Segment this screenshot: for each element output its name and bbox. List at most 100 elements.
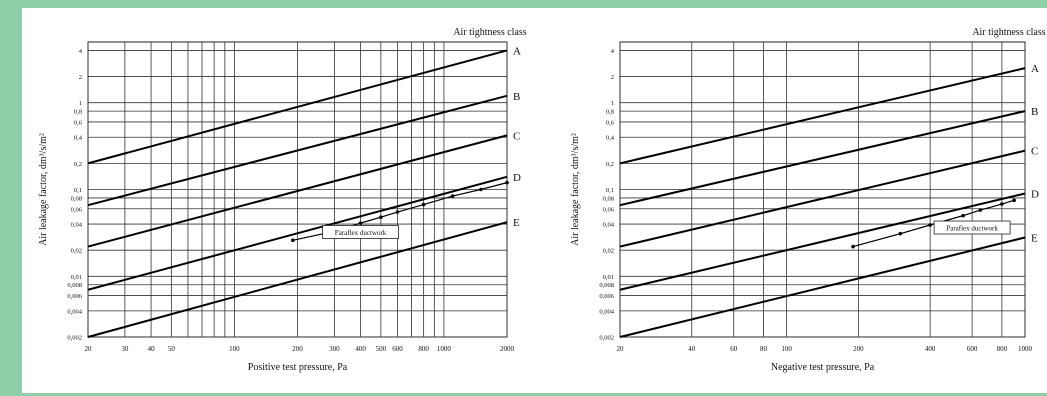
class-label: A xyxy=(1031,63,1039,75)
class-line-a xyxy=(619,67,1026,165)
positive-pressure-chart: 20 30 40 50 100 200 300 400 500 600 800 1000 2000 0,0… xyxy=(38,27,527,373)
y-tick-label: 0,6 xyxy=(606,119,615,126)
y-tick-label: 0,06 xyxy=(71,206,83,213)
class-line-c xyxy=(619,149,1026,248)
measured-point xyxy=(358,221,363,225)
class-line-a xyxy=(87,49,508,165)
x-tick-label: 100 xyxy=(781,345,792,353)
class-line-e xyxy=(619,236,1026,338)
y-tick-label: 0,06 xyxy=(603,206,615,213)
measured-point xyxy=(450,194,455,198)
y-tick-label: 0,008 xyxy=(599,282,614,289)
x-tick-label: 800 xyxy=(997,345,1008,353)
y-tick-label: 0,2 xyxy=(606,161,614,168)
class-line-b xyxy=(87,94,508,207)
x-tick-label: 40 xyxy=(148,345,156,353)
measured-point xyxy=(928,223,932,227)
x-tick-label: 2000 xyxy=(500,345,515,353)
class-label: E xyxy=(513,217,520,229)
y-tick-label: 0,04 xyxy=(71,222,83,229)
measured-point xyxy=(898,231,903,236)
y-tick-label: 0,4 xyxy=(606,135,615,142)
x-tick-label: 80 xyxy=(760,345,768,353)
x-tick-label: 30 xyxy=(121,345,128,353)
y-tick-label: 0,2 xyxy=(74,161,82,168)
y-tick-label: 0,4 xyxy=(74,135,83,142)
y-tick-label: 0,1 xyxy=(74,187,82,194)
x-axis-label: Positive test pressure, Pa xyxy=(248,362,348,373)
y-tick-label: 0,02 xyxy=(71,248,82,255)
x-tick-label: 20 xyxy=(617,345,625,353)
measured-point xyxy=(379,215,383,219)
y-tick-label: 0,004 xyxy=(67,308,82,315)
class-label: C xyxy=(1031,146,1038,158)
class-line-e xyxy=(87,221,508,338)
y-axis-label: Air leakage factor, dm³/s/m² xyxy=(570,133,581,246)
y-tick-label: 0,02 xyxy=(603,248,614,255)
x-tick-label: 20 xyxy=(85,345,93,353)
chart-title: Air tightness class xyxy=(453,27,526,38)
grid xyxy=(87,42,508,338)
class-label: A xyxy=(513,45,521,57)
x-tick-label: 200 xyxy=(853,345,864,353)
annotation-box xyxy=(933,220,1011,235)
x-tick-label: 40 xyxy=(688,345,696,353)
annotation-label: Paraflex ductwork xyxy=(335,229,387,237)
x-tick-label: 600 xyxy=(392,345,403,353)
x-tick-label: 800 xyxy=(418,345,429,353)
x-tick-label: 200 xyxy=(292,345,303,353)
class-label: D xyxy=(513,172,521,184)
y-tick-label: 2 xyxy=(79,74,82,81)
measured-point xyxy=(978,208,983,212)
class-line-d xyxy=(87,175,508,291)
x-tick-label: 600 xyxy=(967,345,978,353)
annotation-box xyxy=(322,225,399,239)
measured-point xyxy=(395,210,400,214)
measured-point xyxy=(961,213,965,218)
class-line-b xyxy=(619,110,1026,207)
y-tick-label: 0,8 xyxy=(74,109,82,116)
class-label: B xyxy=(513,91,520,103)
x-tick-label: 400 xyxy=(355,345,366,353)
x-tick-label: 500 xyxy=(376,345,387,353)
y-tick-label: 0,006 xyxy=(67,293,82,300)
y-tick-label: 0,002 xyxy=(67,335,82,342)
y-tick-label: 0,04 xyxy=(603,222,615,229)
measured-point xyxy=(479,187,483,192)
y-tick-label: 4 xyxy=(79,48,83,55)
measured-point xyxy=(851,244,855,249)
y-tick-label: 2 xyxy=(611,74,614,81)
measured-point xyxy=(1000,202,1004,206)
x-tick-label: 1000 xyxy=(437,345,452,353)
figure-panel: 20 30 40 50 100 200 300 400 500 600 800 1000 2000 0,0… xyxy=(22,8,1047,393)
x-axis-label: Negative test pressure, Pa xyxy=(771,362,875,373)
y-tick-label: 0,008 xyxy=(67,282,82,289)
class-line-c xyxy=(87,134,508,248)
class-label: E xyxy=(1031,232,1038,244)
x-tick-label: 300 xyxy=(329,345,340,353)
y-tick-label: 0,08 xyxy=(603,195,614,202)
class-label: D xyxy=(1031,188,1039,200)
measured-point xyxy=(1012,198,1016,203)
y-tick-label: 1 xyxy=(611,100,614,107)
measured-point xyxy=(421,202,426,207)
measured-point xyxy=(505,180,509,185)
x-tick-label: 100 xyxy=(229,345,240,353)
class-label: C xyxy=(513,130,520,142)
x-tick-label: 1000 xyxy=(1018,345,1033,353)
x-tick-label: 400 xyxy=(925,345,936,353)
y-tick-label: 1 xyxy=(79,100,82,107)
class-line-d xyxy=(619,192,1026,291)
y-tick-label: 0,6 xyxy=(74,119,83,126)
y-tick-label: 0,1 xyxy=(606,187,614,194)
y-axis-label: Air leakage factor, dm³/s/m² xyxy=(38,133,49,246)
negative-pressure-chart: 20 40 60 80 100 200 400 600 800 1000 0,002 0,004 0,0… xyxy=(570,27,1046,373)
y-tick-label: 0,01 xyxy=(603,274,614,281)
y-tick-label: 0,08 xyxy=(71,195,82,202)
measured-point xyxy=(291,238,295,243)
y-tick-label: 0,004 xyxy=(599,308,614,315)
y-tick-label: 0,01 xyxy=(71,274,82,281)
x-tick-label: 50 xyxy=(168,345,176,353)
y-tick-label: 0,8 xyxy=(606,109,614,116)
y-tick-label: 4 xyxy=(611,48,615,55)
